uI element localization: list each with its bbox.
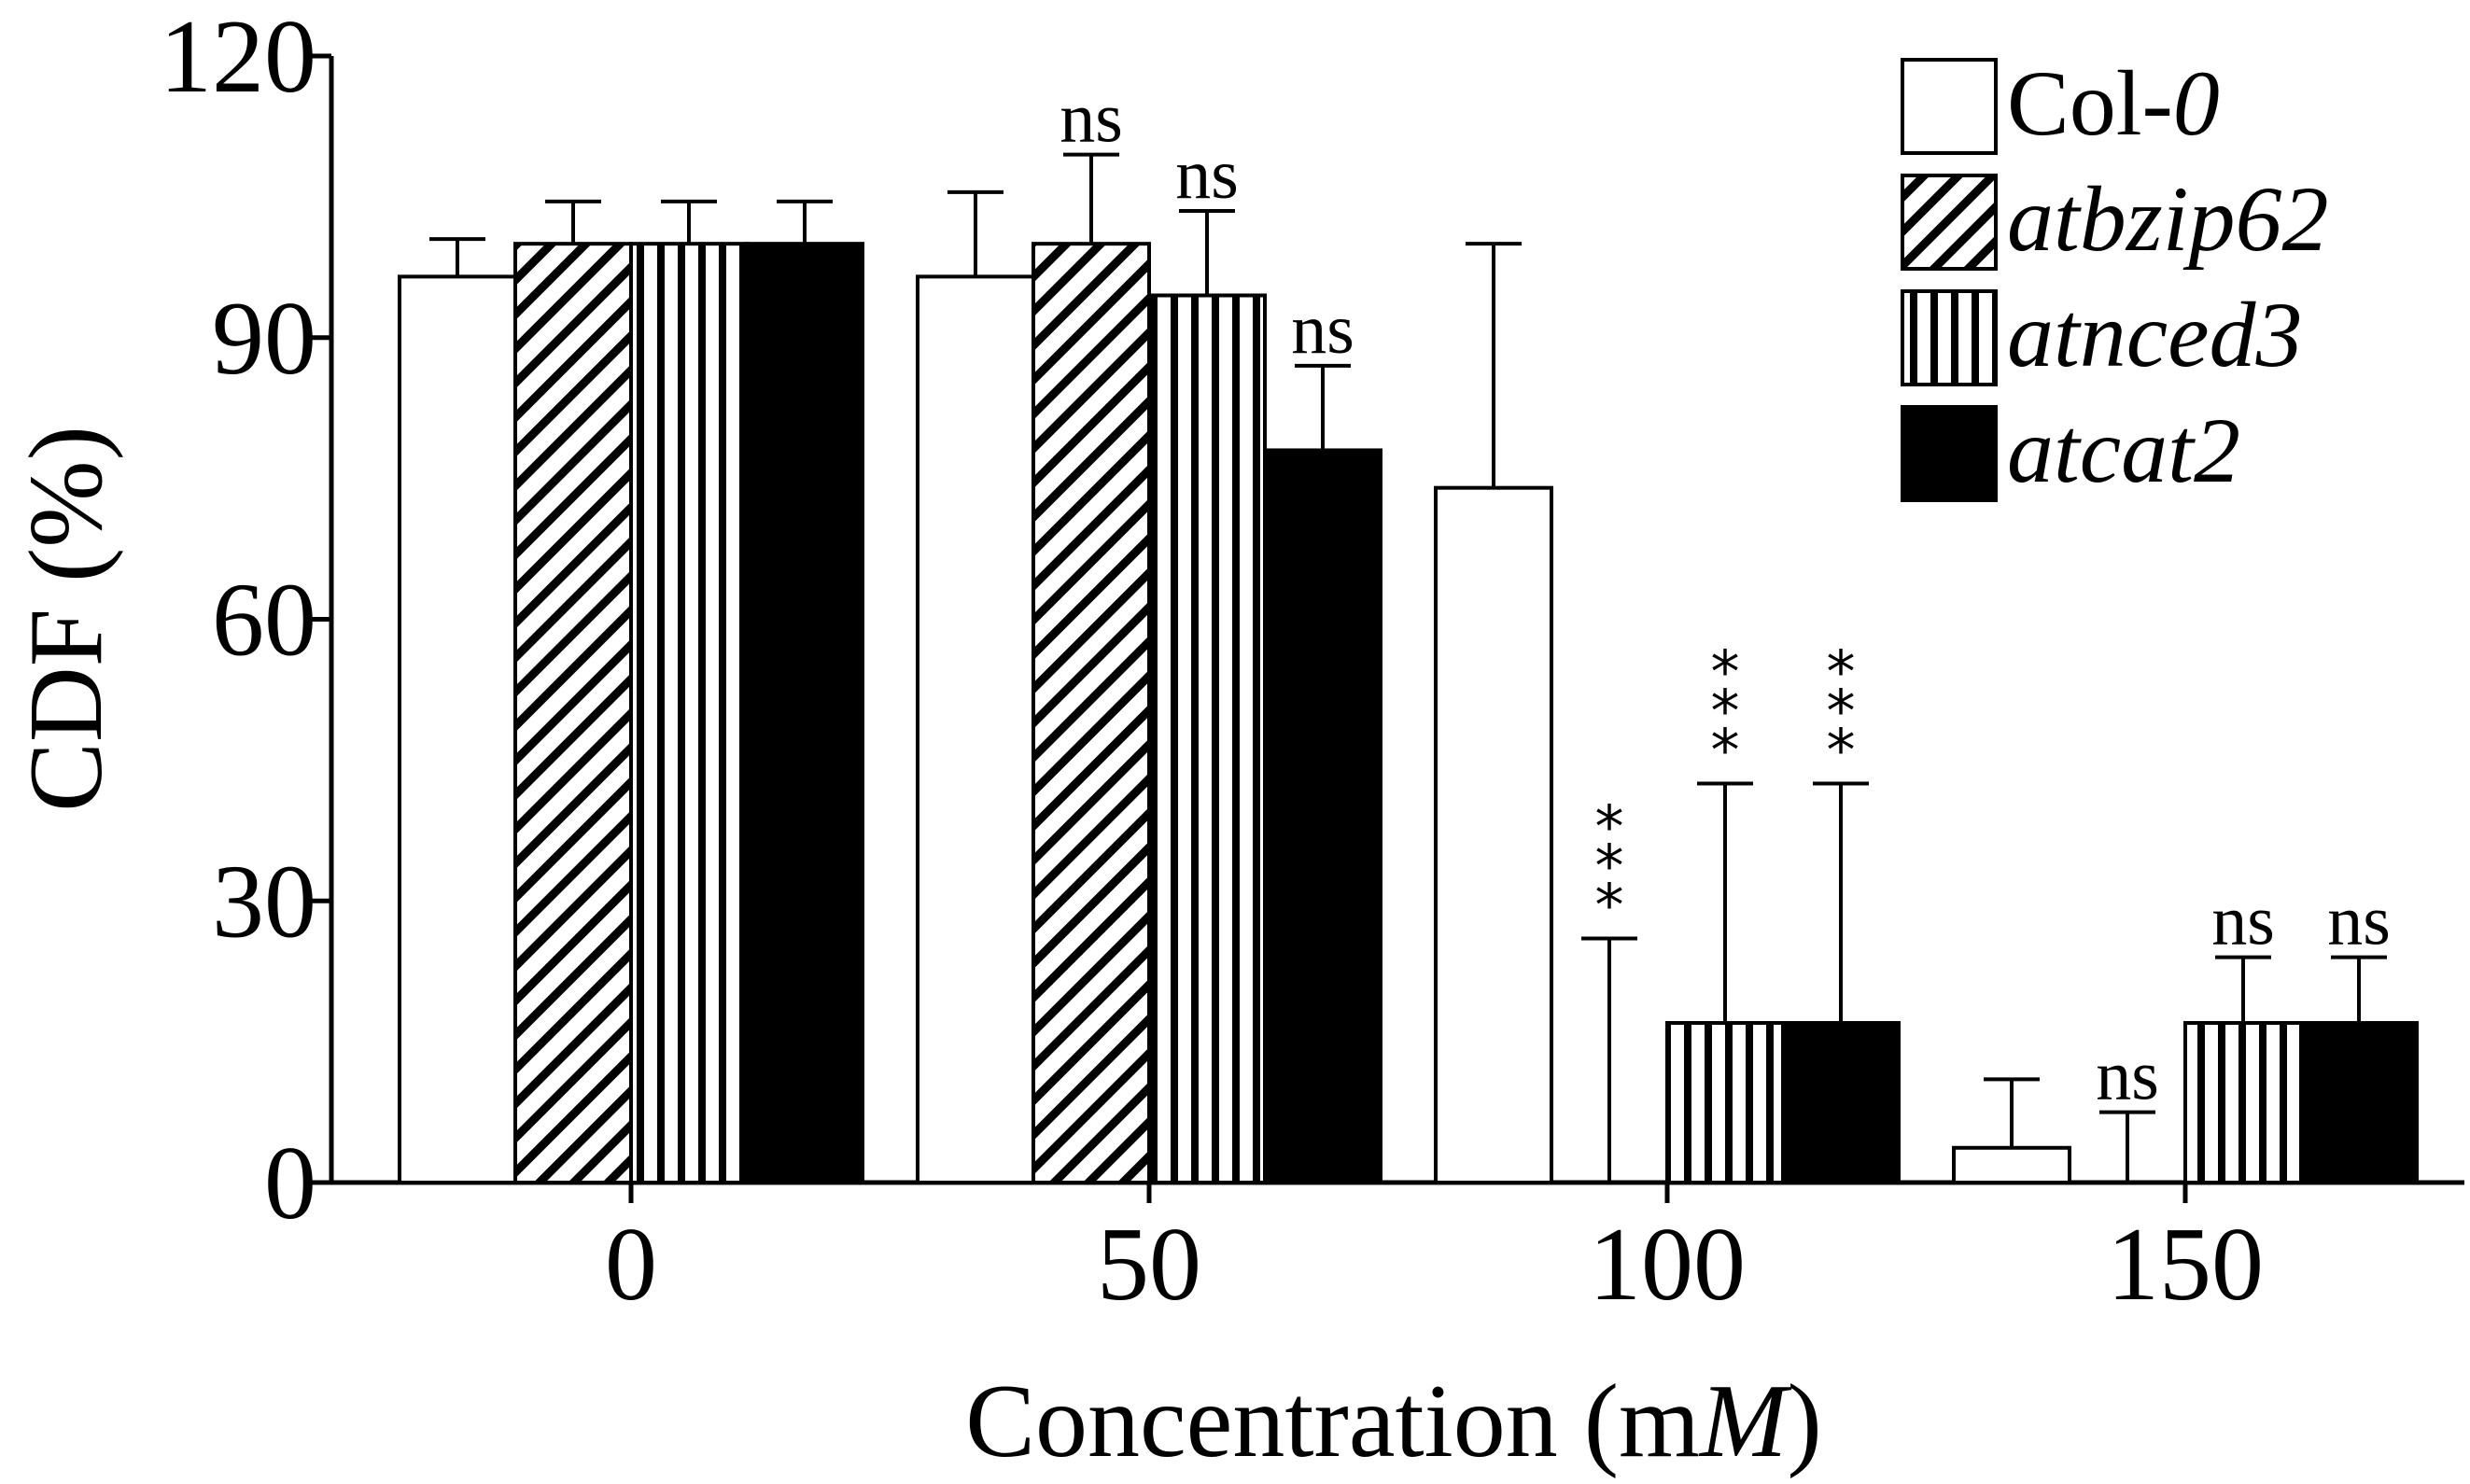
annotation-star: *	[1595, 792, 1624, 861]
annotation-star: *	[1711, 717, 1740, 785]
bar	[398, 274, 517, 1184]
y-tick-label: 0	[264, 1126, 316, 1241]
legend-label-italic: atbzip62	[2007, 167, 2328, 271]
bar	[1147, 293, 1267, 1184]
annotation-star: *	[1827, 678, 1856, 746]
bar	[1781, 1021, 1901, 1184]
bar	[1952, 1145, 2071, 1185]
bar	[1263, 448, 1382, 1184]
legend-label: atbzip62	[2007, 167, 2328, 271]
x-axis-title-suffix: )	[1787, 1364, 1821, 1479]
bar	[1434, 485, 1553, 1184]
legend-label-italic: 0	[2173, 51, 2220, 155]
annotation-star: *	[1827, 717, 1856, 785]
legend-label: Col-0	[2007, 51, 2220, 155]
annotation-ns: ns	[2327, 882, 2391, 960]
bar	[513, 242, 633, 1184]
annotation-ns: ns	[1291, 290, 1354, 369]
annotation-stars: * * *	[1595, 792, 1624, 939]
legend-swatch	[1901, 174, 1998, 271]
legend-swatch	[1901, 289, 1998, 386]
annotation-ns: ns	[2211, 882, 2275, 960]
bar	[745, 242, 864, 1184]
x-tick-label: 50	[1097, 1207, 1201, 1323]
annotation-star: *	[1827, 638, 1856, 707]
bar	[629, 242, 749, 1184]
bar	[1032, 242, 1151, 1184]
y-tick-label: 90	[212, 281, 316, 397]
legend-swatch	[1901, 58, 1998, 155]
x-axis-title: Concentration (mM)	[965, 1364, 1822, 1479]
annotation-stars: * * *	[1711, 638, 1740, 785]
annotation-ns: ns	[1175, 135, 1239, 214]
annotation-star: *	[1711, 638, 1740, 707]
y-tick-label: 120	[160, 0, 316, 115]
y-tick-label: 60	[212, 563, 316, 679]
x-tick-label: 100	[1589, 1207, 1746, 1323]
annotation-star: *	[1711, 678, 1740, 746]
x-tick-label: 150	[2107, 1207, 2264, 1323]
annotation-star: *	[1595, 832, 1624, 900]
bars	[398, 242, 2419, 1185]
legend-swatch	[1901, 405, 1998, 502]
annotation-ns: ns	[2096, 1037, 2159, 1115]
error-bars	[429, 152, 2387, 1183]
annotation-ns: ns	[1060, 79, 1123, 158]
x-axis-title-unit: M	[1698, 1364, 1792, 1479]
x-tick-label: 0	[605, 1207, 657, 1323]
annotation-stars: * * *	[1827, 638, 1856, 785]
legend-label-prefix: Col-	[2007, 51, 2173, 155]
legend-label: atcat2	[2007, 399, 2240, 502]
y-axis-title: CDF (%)	[8, 426, 124, 812]
bar	[2299, 1021, 2419, 1184]
x-axis-title-prefix: Concentration (m	[965, 1364, 1700, 1479]
bar	[1665, 1021, 1785, 1184]
bar	[916, 274, 1035, 1184]
legend-label: atnced3	[2007, 283, 2303, 386]
y-ticks: 0 30 60 90 120	[160, 0, 331, 1241]
legend-label-italic: atcat2	[2007, 399, 2240, 502]
y-tick-label: 30	[212, 844, 316, 959]
legend: Col-0 atbzip62 atnced3 atcat2	[1901, 51, 2328, 502]
bar	[2183, 1021, 2303, 1184]
annotation-star: *	[1595, 871, 1624, 939]
x-ticks: 0 50 100 150	[605, 1183, 2264, 1323]
legend-label-italic: atnced3	[2007, 283, 2303, 386]
